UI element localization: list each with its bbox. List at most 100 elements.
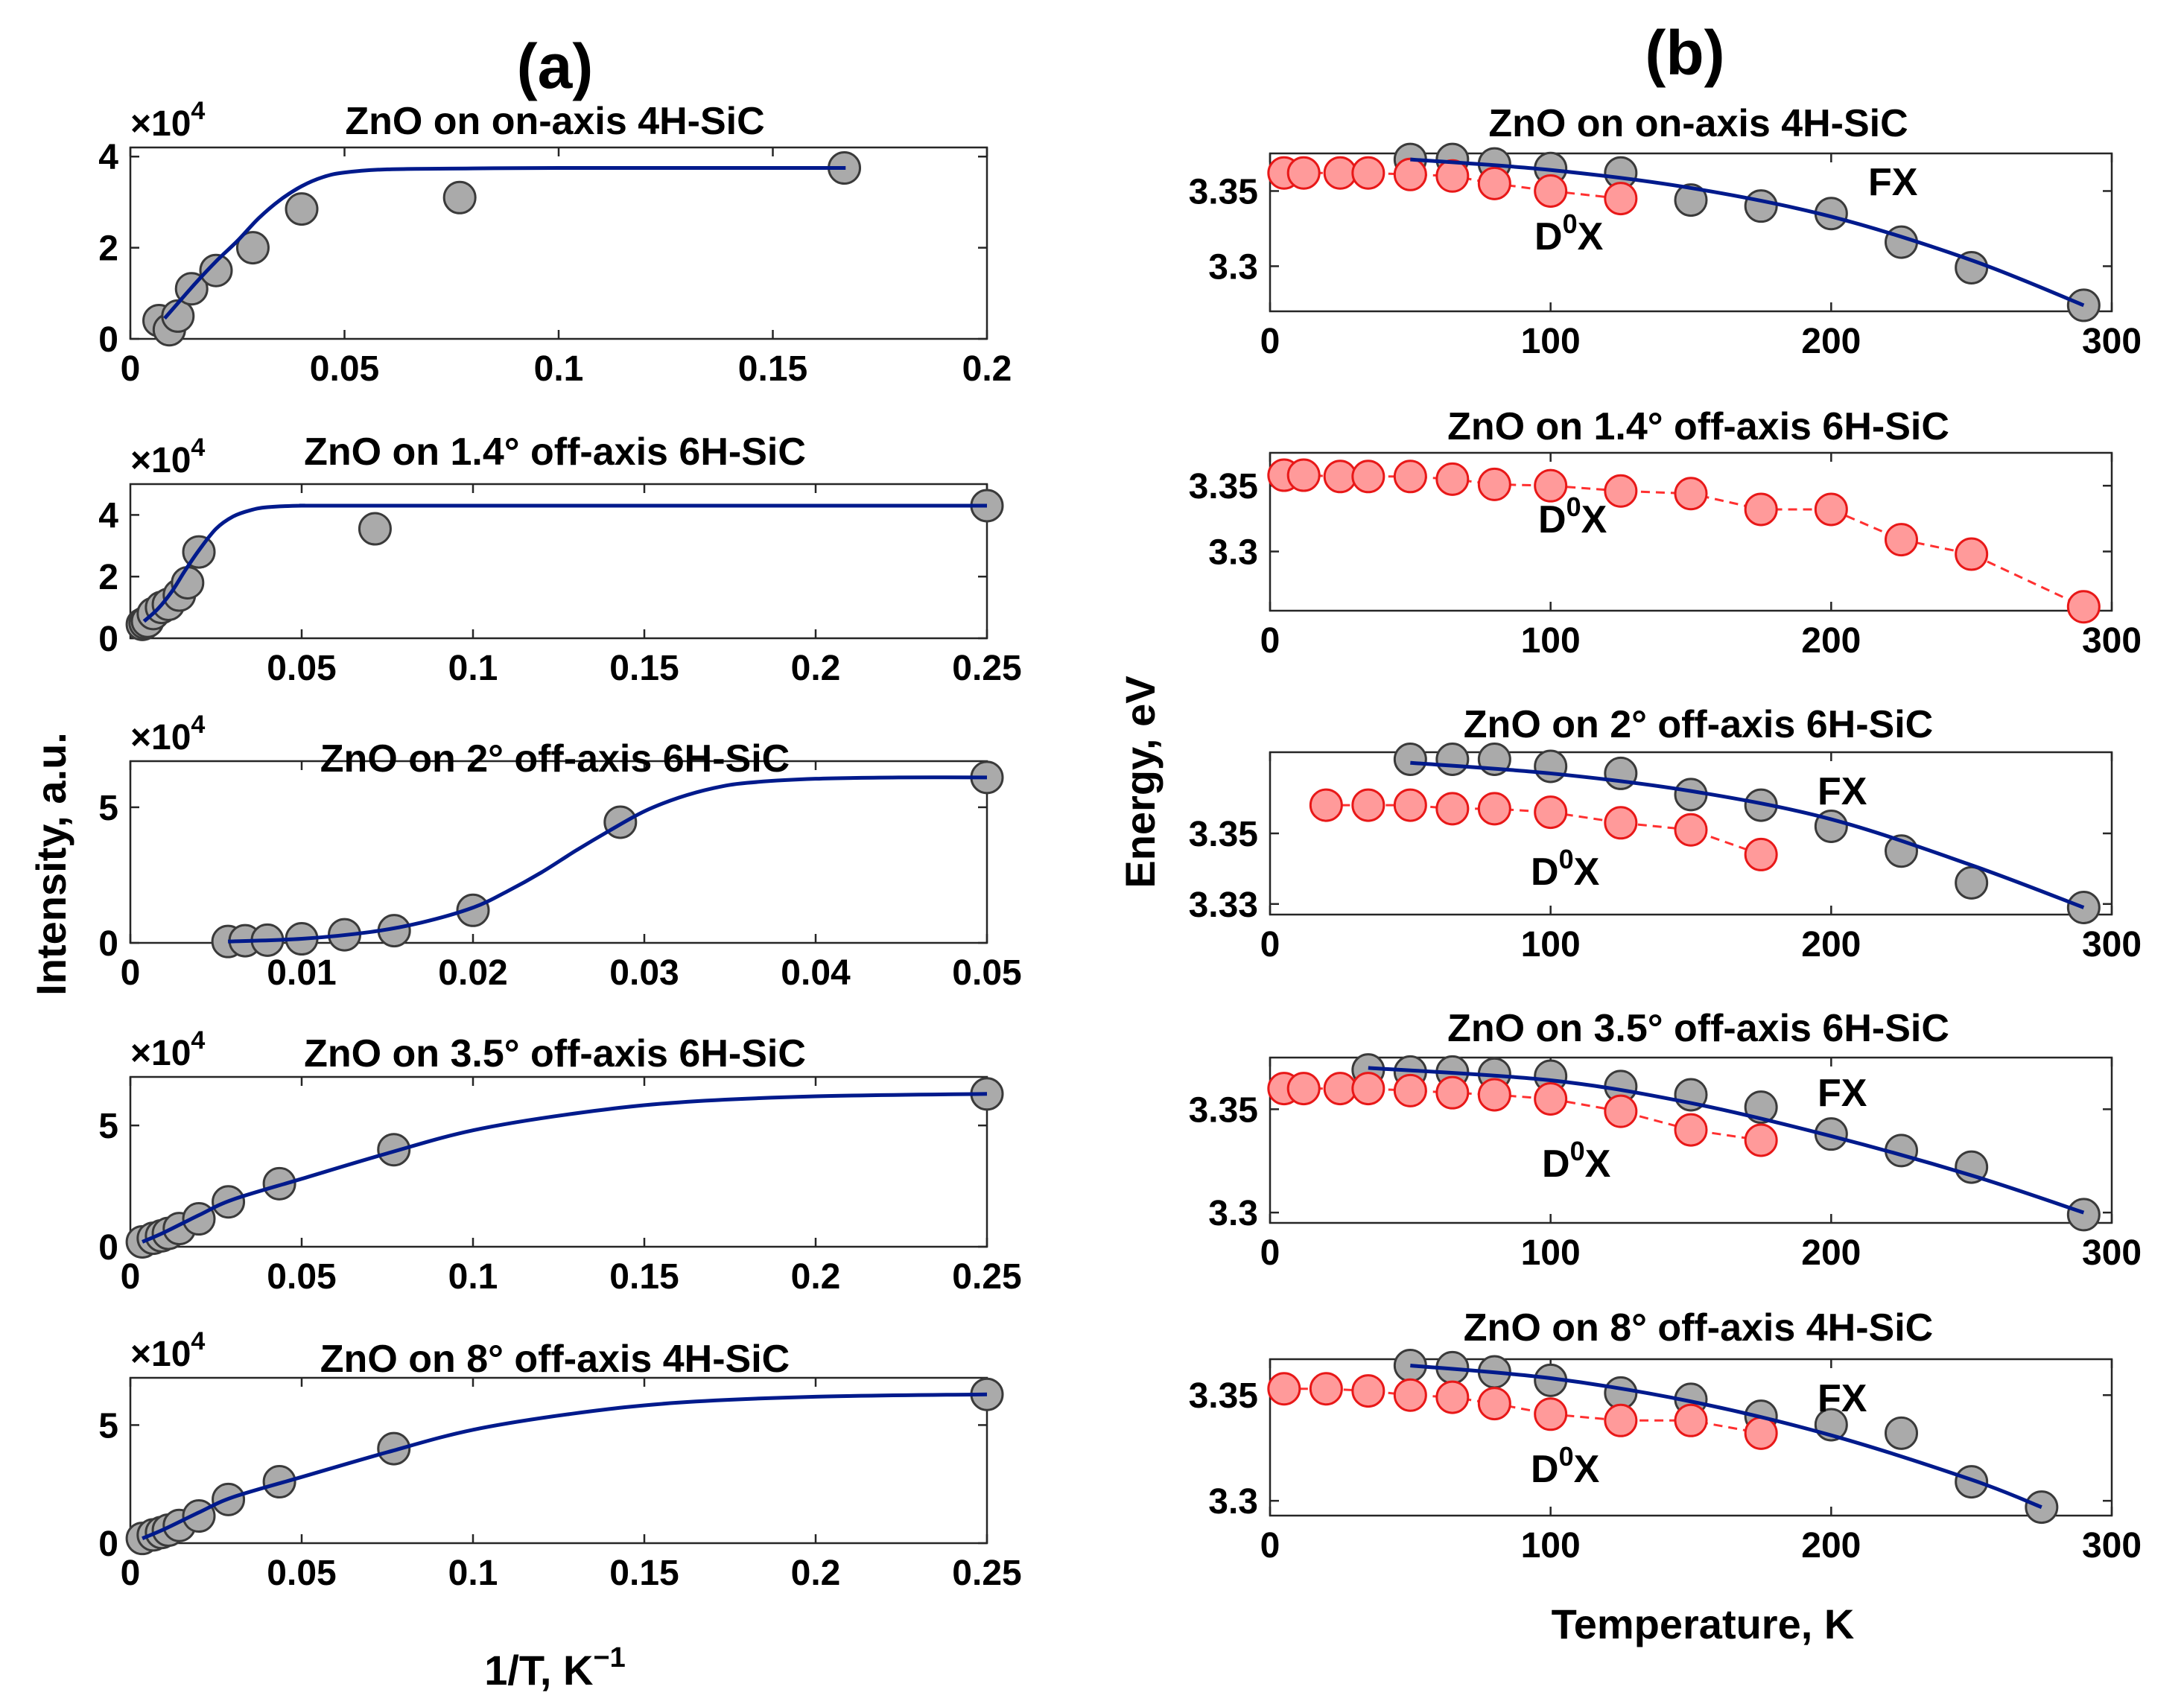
x-tick-label: 0.05 xyxy=(267,649,336,688)
plot-title: ZnO on on-axis 4H-SiC xyxy=(1488,102,1908,145)
d0x-annotation: D0X xyxy=(1534,209,1604,258)
fit-curve xyxy=(228,775,988,944)
d0x-point xyxy=(1955,537,1989,571)
x-tick-label: 200 xyxy=(1801,621,1861,661)
data-point xyxy=(1435,742,1470,776)
x-tick-label: 0.2 xyxy=(791,1257,841,1297)
y-tick-label: 0 xyxy=(98,620,118,659)
d0x-point xyxy=(1435,462,1470,496)
y-tick-label: 3.3 xyxy=(1208,1482,1258,1522)
d0x-point xyxy=(1477,1387,1511,1421)
d0x-point xyxy=(1393,1378,1427,1412)
x-tick-label: 0 xyxy=(1260,621,1280,661)
d0x-point xyxy=(1323,156,1357,190)
d0x-point xyxy=(1814,492,1848,527)
d0x-point xyxy=(1885,523,1918,557)
d0x-point xyxy=(1435,792,1470,826)
d0x-point xyxy=(1393,460,1427,494)
plot-title: ZnO on 1.4° off-axis 6H-SiC xyxy=(304,430,806,474)
d0x-annotation: D0X xyxy=(1538,492,1607,541)
y-multiplier-power: 4 xyxy=(191,1327,205,1355)
d0x-line xyxy=(1283,1387,1762,1434)
x-tick-label: 0.15 xyxy=(738,349,807,389)
y-multiplier: ×104 xyxy=(130,97,205,144)
d0x-point xyxy=(1477,1078,1511,1112)
y-tick-label: 0 xyxy=(98,320,118,360)
x-tick-label: 300 xyxy=(2082,925,2142,964)
x-tick-label: 200 xyxy=(1801,925,1861,964)
d0x-annotation: D0X xyxy=(1542,1136,1611,1186)
d0x-annotation-d: D xyxy=(1531,1448,1559,1491)
data-point xyxy=(1534,749,1568,783)
x-tick-label: 0.15 xyxy=(609,1257,679,1297)
y-tick-label: 2 xyxy=(98,558,118,597)
y-tick-label: 3.3 xyxy=(1208,1194,1258,1233)
x-tick-label: 0.05 xyxy=(310,349,379,389)
plot-title: ZnO on 3.5° off-axis 6H-SiC xyxy=(1447,1007,1949,1050)
axes-frame xyxy=(129,760,988,944)
y-multiplier: ×104 xyxy=(130,433,205,480)
d0x-point xyxy=(1351,1072,1385,1106)
d0x-point xyxy=(1309,1372,1343,1406)
x-tick-label: 300 xyxy=(2082,322,2142,361)
y-tick-label: 3.3 xyxy=(1208,247,1258,287)
d0x-point xyxy=(1267,1372,1301,1406)
d0x-point xyxy=(1744,837,1778,871)
y-tick-label: 5 xyxy=(98,789,118,828)
ylabel-b: Energy, eV xyxy=(1117,676,1164,888)
d0x-point xyxy=(2066,590,2101,624)
d0x-annotation-d: D xyxy=(1542,1142,1570,1186)
fx-annotation: FX xyxy=(1818,770,1867,813)
x-tick-label: 200 xyxy=(1801,1233,1861,1273)
ylabel-a: Intensity, a.u. xyxy=(28,732,74,996)
x-tick-label: 100 xyxy=(1521,322,1581,361)
x-tick-label: 0.02 xyxy=(438,953,507,993)
y-tick-label: 2 xyxy=(98,229,118,269)
x-tick-label: 0.25 xyxy=(952,1257,1021,1297)
data-point xyxy=(1674,183,1708,217)
y-tick-label: 3.35 xyxy=(1189,467,1258,506)
x-tick-label: 0.15 xyxy=(609,1554,679,1593)
data-point xyxy=(1814,1117,1848,1151)
y-tick-label: 3.35 xyxy=(1189,172,1258,212)
data-point xyxy=(1744,189,1778,223)
y-multiplier-power: 4 xyxy=(191,97,205,125)
chart-a2: 0.05 0.1 0.15 0.2 0.25 0 2 4 ZnO on 1.4° off-axi… xyxy=(98,430,1021,688)
fit-curve xyxy=(1410,1364,2042,1509)
data-point xyxy=(235,231,270,265)
d0x-point xyxy=(1435,1075,1470,1110)
data-point xyxy=(285,192,319,226)
d0x-annotation-sup: 0 xyxy=(1559,1441,1574,1472)
d0x-point xyxy=(1351,1374,1385,1408)
y-tick-label: 3.3 xyxy=(1208,533,1258,573)
y-tick-label: 3.35 xyxy=(1189,815,1258,854)
x-tick-label: 0.25 xyxy=(952,1554,1021,1593)
x-tick-label: 0 xyxy=(1260,1233,1280,1273)
data-point xyxy=(603,805,638,839)
y-multiplier-power: 4 xyxy=(191,711,205,739)
chart-b1: 0 100 200 300 3.3 3.35 ZnO on on-axis 4H-SiC FX… xyxy=(1189,102,2142,361)
x-tick-label: 0 xyxy=(1260,1526,1280,1565)
plot-title: ZnO on 8° off-axis 4H-SiC xyxy=(1464,1306,1933,1350)
y-tick-label: 3.33 xyxy=(1189,886,1258,925)
x-tick-label: 0.05 xyxy=(267,1257,336,1297)
axes-frame xyxy=(129,483,988,640)
plot-title: ZnO on 2° off-axis 6H-SiC xyxy=(1464,703,1933,746)
d0x-point xyxy=(1534,468,1568,503)
x-tick-label: 0.1 xyxy=(448,1257,498,1297)
panel-a-label: (a) xyxy=(517,31,594,101)
x-tick-label: 0 xyxy=(1260,322,1280,361)
x-tick-label: 0 xyxy=(121,349,141,389)
y-multiplier-base: ×10 xyxy=(130,1034,191,1073)
d0x-point xyxy=(1435,1380,1470,1414)
x-tick-label: 300 xyxy=(2082,621,2142,661)
y-tick-label: 0 xyxy=(98,1525,118,1564)
y-tick-label: 4 xyxy=(98,138,118,177)
d0x-point xyxy=(1323,1072,1357,1106)
d0x-annotation-x: X xyxy=(1581,498,1607,541)
chart-a1: 0 0.05 0.1 0.15 0.2 0 2 4 ZnO on on-axis 4H-SiC ×… xyxy=(98,97,1012,389)
x-tick-label: 0.1 xyxy=(534,349,584,389)
d0x-annotation-sup: 0 xyxy=(1570,1136,1585,1166)
